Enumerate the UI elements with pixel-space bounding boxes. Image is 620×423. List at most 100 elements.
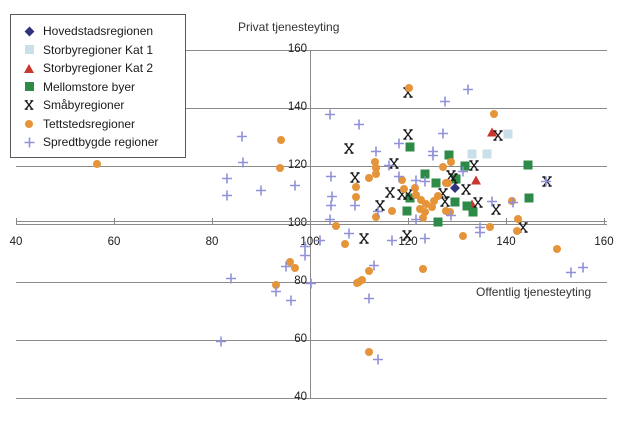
point-tettstedsregioner [340, 240, 349, 248]
point-sm-byregioner [388, 156, 399, 174]
point-spredtbygde-regioner [439, 94, 450, 112]
point-spredtbygde-regioner [577, 260, 588, 278]
point-mellomstore-byer [433, 217, 443, 227]
point-spredtbygde-regioner [411, 212, 422, 230]
point-spredtbygde-regioner [324, 212, 335, 230]
point-mellomstore-byer [451, 174, 461, 184]
plus-marker-icon [22, 136, 36, 148]
legend-label: Hovedstadsregionen [43, 24, 154, 39]
point-spredtbygde-regioner [326, 189, 337, 207]
x-axis-line [16, 221, 607, 222]
point-tettstedsregioner [404, 83, 413, 92]
point-sm-byregioner [349, 170, 360, 188]
point-spredtbygde-regioner [270, 284, 281, 302]
point-tettstedsregioner [427, 203, 436, 212]
y-tick-label: 60 [294, 333, 307, 345]
point-tettstedsregioner [364, 173, 373, 182]
point-sm-byregioner [403, 127, 414, 145]
x-tick-label: 60 [107, 236, 121, 248]
point-tettstedsregioner [285, 257, 294, 266]
y-tick-label: 160 [287, 43, 307, 55]
point-tettstedsregioner [419, 214, 428, 223]
point-sm-byregioner [468, 158, 479, 176]
gridline-y-100 [16, 223, 607, 225]
point-storbyregioner-kat-2 [471, 175, 482, 185]
legend-item-tettstedsregioner: Tettstedsregioner [11, 115, 185, 134]
point-sm-byregioner [491, 202, 502, 220]
point-tettstedsregioner [351, 192, 360, 201]
point-spredtbygde-regioner [256, 183, 267, 201]
x-tick-120 [408, 218, 409, 225]
y-axis-title: Privat tjenesteyting [238, 20, 340, 34]
point-sm-byregioner [358, 231, 369, 249]
x-tick-100 [310, 218, 311, 225]
y-tick-label: 140 [287, 101, 307, 113]
gridline-y-40 [16, 397, 607, 399]
point-tettstedsregioner [485, 223, 494, 232]
point-spredtbygde-regioner [289, 178, 300, 196]
point-spredtbygde-regioner [474, 225, 485, 243]
point-tettstedsregioner [446, 208, 455, 217]
point-spredtbygde-regioner [344, 226, 355, 244]
point-sm-byregioner [384, 185, 395, 203]
point-tettstedsregioner [433, 191, 442, 200]
point-mellomstore-byer [462, 201, 472, 211]
point-tettstedsregioner [400, 185, 409, 194]
point-mellomstore-byer [460, 161, 470, 171]
point-tettstedsregioner [444, 179, 453, 188]
x-tick-60 [114, 218, 115, 225]
point-spredtbygde-regioner [237, 129, 248, 147]
point-storbyregioner-kat-2 [487, 127, 498, 137]
gridline-y-160 [16, 49, 607, 51]
point-spredtbygde-regioner [541, 174, 552, 192]
point-mellomstore-byer [468, 207, 478, 217]
y-tick-label: 40 [294, 391, 307, 403]
legend-item-sm-byregioner: Småbyregioner [11, 96, 185, 115]
point-spredtbygde-regioner [306, 276, 317, 294]
point-spredtbygde-regioner [462, 82, 473, 100]
point-spredtbygde-regioner [226, 271, 237, 289]
chart-legend: Hovedstadsregionen Storbyregioner Kat 1 St… [10, 14, 186, 158]
point-tettstedsregioner [411, 191, 420, 199]
point-sm-byregioner [448, 171, 459, 189]
point-tettstedsregioner [92, 159, 101, 168]
point-mellomstore-byer [524, 193, 534, 203]
square-marker-icon [22, 44, 36, 56]
legend-item-mellomstore-byer: Mellomstore byer [11, 78, 185, 97]
point-spredtbygde-regioner [325, 198, 336, 216]
legend-label: Storbyregioner Kat 1 [43, 42, 154, 57]
point-tettstedsregioner [364, 347, 373, 356]
point-tettstedsregioner [419, 264, 428, 273]
point-tettstedsregioner [507, 197, 516, 206]
point-spredtbygde-regioner [314, 233, 325, 251]
point-mellomstore-byer [523, 160, 533, 170]
x-tick-label: 160 [594, 236, 614, 248]
point-spredtbygde-regioner [222, 188, 233, 206]
point-tettstedsregioner [276, 136, 285, 145]
legend-label: Småbyregioner [43, 98, 125, 113]
point-sm-byregioner [518, 220, 529, 238]
point-spredtbygde-regioner [373, 352, 384, 370]
point-tettstedsregioner [415, 205, 424, 214]
point-tettstedsregioner [372, 213, 381, 222]
legend-label: Mellomstore byer [43, 79, 136, 94]
x-tick-label: 80 [205, 236, 219, 248]
legend-item-storbyregioner-kat-2: Storbyregioner Kat 2 [11, 59, 185, 78]
point-spredtbygde-regioner [566, 265, 577, 283]
point-tettstedsregioner [513, 215, 522, 224]
point-mellomstore-byer [402, 206, 412, 216]
legend-item-hovedstadsregionen: Hovedstadsregionen [11, 22, 185, 41]
point-storbyregioner-kat-1 [503, 129, 513, 139]
point-spredtbygde-regioner [446, 208, 457, 226]
point-spredtbygde-regioner [368, 258, 379, 276]
y-tick-label: 80 [294, 275, 307, 287]
point-spredtbygde-regioner [215, 334, 226, 352]
point-spredtbygde-regioner [370, 144, 381, 162]
point-tettstedsregioner [290, 264, 299, 273]
point-spredtbygde-regioner [354, 117, 365, 135]
point-tettstedsregioner [388, 206, 397, 215]
point-sm-byregioner [344, 141, 355, 159]
point-tettstedsregioner [446, 157, 455, 166]
point-sm-byregioner [402, 228, 413, 246]
